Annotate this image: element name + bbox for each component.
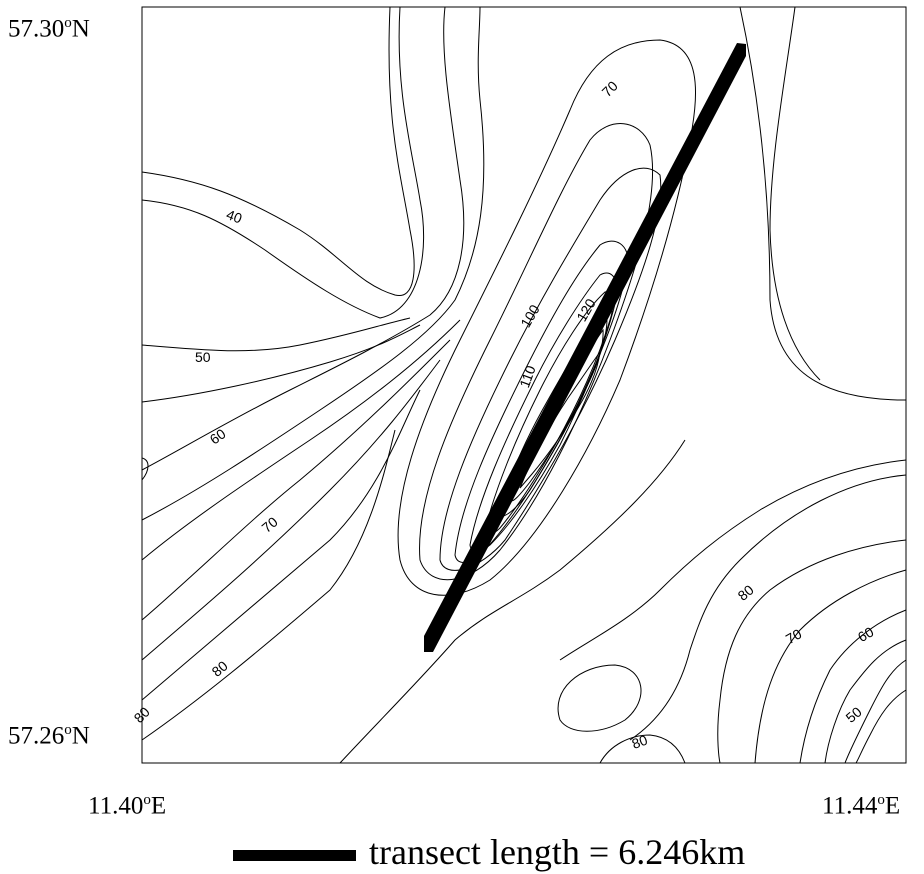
lon-right-label: 11.44oE bbox=[822, 792, 901, 820]
contour-label: 70 bbox=[259, 513, 281, 535]
contour-lines bbox=[141, 6, 907, 764]
lon-left-label: 11.40oE bbox=[88, 792, 167, 820]
contour-label: 80 bbox=[735, 581, 757, 603]
contour-label: 100 bbox=[517, 302, 543, 330]
contour-label: 40 bbox=[224, 206, 244, 226]
legend-text: transect length = 6.246km bbox=[369, 832, 746, 872]
contour-label: 70 bbox=[783, 625, 805, 647]
contour-label: 50 bbox=[195, 349, 211, 365]
contour-label: 110 bbox=[516, 363, 539, 390]
transect-line bbox=[424, 43, 746, 652]
contour-label: 60 bbox=[207, 425, 229, 447]
contour-label: 80 bbox=[630, 732, 650, 752]
contour-label: 50 bbox=[843, 703, 865, 725]
contour-label: 80 bbox=[131, 704, 153, 726]
legend-transect-swatch bbox=[233, 850, 356, 861]
contour-label: 60 bbox=[855, 623, 877, 645]
map-frame bbox=[141, 6, 907, 764]
contour-label: 80 bbox=[209, 657, 231, 679]
lat-top-label: 57.30oN bbox=[8, 15, 90, 43]
contour-labels: 70 40 50 60 70 80 80 100 110 120 80 70 6… bbox=[131, 78, 877, 752]
lat-bottom-label: 57.26oN bbox=[8, 722, 90, 750]
contour-label: 70 bbox=[599, 78, 621, 100]
